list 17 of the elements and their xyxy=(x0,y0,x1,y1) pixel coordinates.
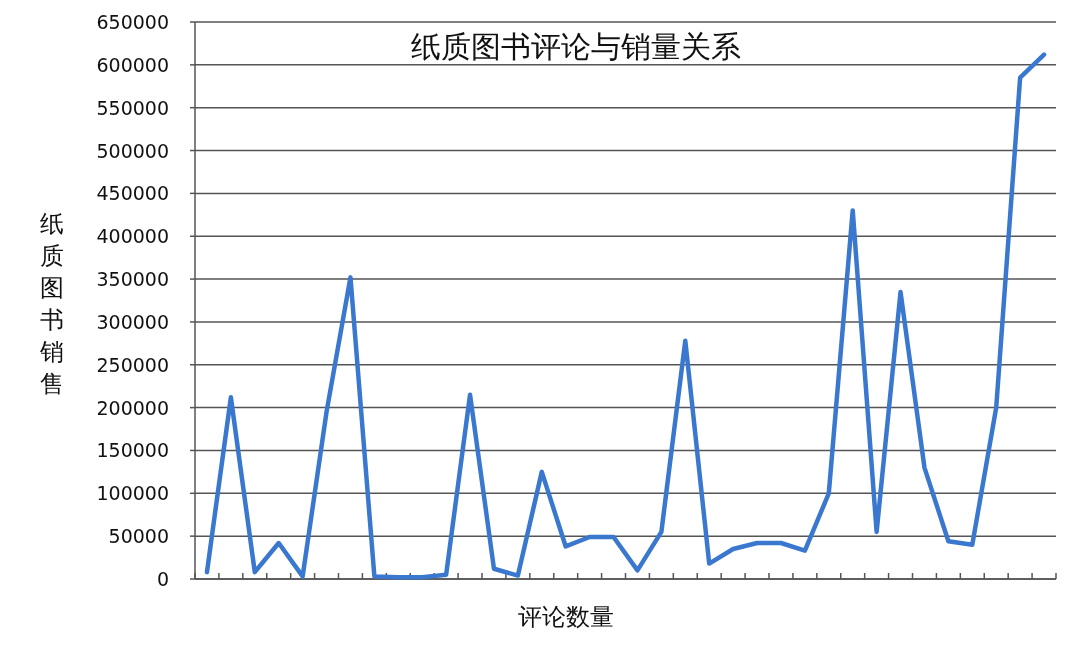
y-tick-label: 350000 xyxy=(96,268,169,291)
y-tick-label: 50000 xyxy=(108,525,169,548)
chart-title: 纸质图书评论与销量关系 xyxy=(410,29,741,64)
y-tick-label: 100000 xyxy=(96,482,169,505)
y-tick-label: 650000 xyxy=(96,11,169,33)
y-tick-label: 450000 xyxy=(96,182,169,205)
y-tick-label: 600000 xyxy=(96,53,169,76)
y-tick-label: 250000 xyxy=(96,353,169,376)
y-axis-title: 纸质图书销售 xyxy=(39,210,64,398)
y-tick-label: 150000 xyxy=(96,439,169,462)
y-tick-label: 400000 xyxy=(96,225,169,248)
x-axis-title: 评论数量 xyxy=(517,603,614,631)
y-tick-label: 550000 xyxy=(96,96,169,119)
y-tick-label: 300000 xyxy=(96,310,169,333)
y-tick-label: 500000 xyxy=(96,139,169,162)
y-tick-label: 200000 xyxy=(96,396,169,419)
y-tick-label: 0 xyxy=(156,568,169,590)
